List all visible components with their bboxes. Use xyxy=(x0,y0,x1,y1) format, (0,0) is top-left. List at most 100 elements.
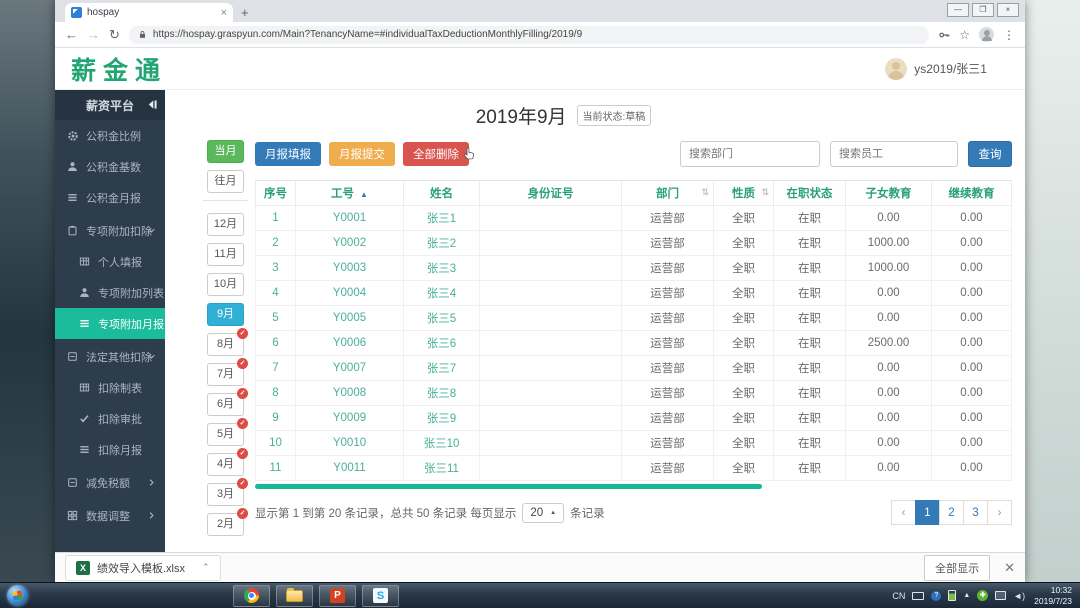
month-button-3月[interactable]: 3月 ✓ xyxy=(207,478,248,506)
window-close-button[interactable]: × xyxy=(997,3,1019,17)
month-button-4月[interactable]: 4月 ✓ xyxy=(207,448,248,476)
help-tray-icon[interactable]: ? xyxy=(931,590,942,601)
sidebar-item-扣除制表[interactable]: 扣除制表 xyxy=(55,372,165,403)
past-month-button[interactable]: 往月 xyxy=(207,170,244,193)
start-button[interactable] xyxy=(7,585,28,606)
action-button-全部删除[interactable]: 全部删除 xyxy=(403,142,469,166)
show-all-downloads-button[interactable]: 全部显示 xyxy=(924,554,991,581)
table-row[interactable]: 4 Y0004 张三4 运营部 全职 在职 0.00 0.00 xyxy=(255,280,1012,306)
sidebar-item-专项附加月报[interactable]: 专项附加月报 xyxy=(55,308,165,339)
sidebar-collapse-icon[interactable] xyxy=(146,98,159,111)
pager-prev[interactable]: ‹ xyxy=(891,500,916,525)
taskbar-chrome-button[interactable] xyxy=(233,584,270,607)
refresh-button[interactable]: ↻ xyxy=(109,26,120,42)
column-header-性质[interactable]: 性质 ⇅ xyxy=(713,180,774,206)
month-button-11月[interactable]: 11月 xyxy=(207,243,244,266)
pager-page-1[interactable]: 1 xyxy=(915,500,940,525)
month-button-2月[interactable]: 2月 ✓ xyxy=(207,508,248,536)
table-row[interactable]: 9 Y0009 张三9 运营部 全职 在职 0.00 0.00 xyxy=(255,405,1012,431)
table-row[interactable]: 3 Y0003 张三3 运营部 全职 在职 1000.00 0.00 xyxy=(255,255,1012,281)
taskbar-clock[interactable]: 10:32 2019/7/23 xyxy=(1034,585,1072,606)
language-indicator[interactable]: CN xyxy=(892,590,906,601)
sidebar-item-扣除月报[interactable]: 扣除月报 xyxy=(55,434,165,465)
table-row[interactable]: 8 Y0008 张三8 运营部 全职 在职 0.00 0.00 xyxy=(255,380,1012,406)
window-restore-button[interactable]: ❐ xyxy=(972,3,994,17)
month-button-10月[interactable]: 10月 xyxy=(207,273,244,296)
browser-tab[interactable]: hospay × xyxy=(65,3,233,22)
cell: 张三2 xyxy=(403,230,480,256)
keyboard-icon[interactable] xyxy=(912,591,925,600)
key-icon[interactable] xyxy=(938,29,950,41)
cell xyxy=(479,430,622,456)
month-button-8月[interactable]: 8月 ✓ xyxy=(207,328,248,356)
pager-next[interactable]: › xyxy=(987,500,1012,525)
url-field[interactable]: https://hospay.graspyun.com/Main?Tenancy… xyxy=(128,25,930,44)
table-row[interactable]: 10 Y0010 张三10 运营部 全职 在职 0.00 0.00 xyxy=(255,430,1012,456)
chevron-up-icon[interactable]: ⌃ xyxy=(202,562,210,572)
column-header-姓名[interactable]: 姓名 xyxy=(403,180,480,206)
window-minimize-button[interactable]: — xyxy=(947,3,969,17)
horizontal-scrollbar[interactable] xyxy=(255,484,763,489)
taskbar-sogou-button[interactable]: S xyxy=(362,584,399,607)
table-row[interactable]: 2 Y0002 张三2 运营部 全职 在职 1000.00 0.00 xyxy=(255,230,1012,256)
sidebar-item-公积金基数[interactable]: 公积金基数 xyxy=(55,151,165,182)
table-row[interactable]: 5 Y0005 张三5 运营部 全职 在职 0.00 0.00 xyxy=(255,305,1012,331)
new-tab-button[interactable]: + xyxy=(241,5,249,20)
column-header-身份证号[interactable]: 身份证号 xyxy=(479,180,622,206)
antivirus-tray-icon[interactable]: ✚ xyxy=(977,590,989,601)
column-header-部门[interactable]: 部门 ⇅ xyxy=(621,180,714,206)
sidebar-item-个人填报[interactable]: 个人填报 xyxy=(55,246,165,277)
tray-expand-icon[interactable]: ▲ xyxy=(963,592,971,599)
sidebar-item-数据调整[interactable]: 数据调整 xyxy=(55,500,165,531)
month-button-5月[interactable]: 5月 ✓ xyxy=(207,418,248,446)
current-month-button[interactable]: 当月 xyxy=(207,140,244,163)
table-row[interactable]: 7 Y0007 张三7 运营部 全职 在职 0.00 0.00 xyxy=(255,355,1012,381)
month-button-9月[interactable]: 9月 xyxy=(207,303,244,326)
column-header-继续教育[interactable]: 继续教育 xyxy=(931,180,1012,206)
box-minus-icon xyxy=(67,477,79,488)
cell: Y0002 xyxy=(295,230,404,256)
network-icon[interactable] xyxy=(995,591,1007,600)
sidebar-item-专项附加列表[interactable]: 专项附加列表 xyxy=(55,277,165,308)
sidebar-item-公积金月报[interactable]: 公积金月报 xyxy=(55,182,165,213)
browser-menu-icon[interactable]: ⋮ xyxy=(1003,27,1015,42)
pager-page-3[interactable]: 3 xyxy=(963,500,988,525)
month-button-6月[interactable]: 6月 ✓ xyxy=(207,388,248,416)
column-header-在职状态[interactable]: 在职状态 xyxy=(773,180,846,206)
cell: 0.00 xyxy=(845,305,932,331)
download-item[interactable]: X 绩效导入模板.xlsx ⌃ xyxy=(65,554,221,581)
search-department-input[interactable] xyxy=(680,141,820,167)
taskbar-powerpoint-button[interactable]: P xyxy=(319,584,356,607)
column-header-子女教育[interactable]: 子女教育 xyxy=(845,180,932,206)
sidebar-item-扣除审批[interactable]: 扣除审批 xyxy=(55,403,165,434)
forward-button[interactable]: → xyxy=(87,27,100,42)
battery-icon[interactable] xyxy=(948,590,957,601)
browser-profile-avatar[interactable] xyxy=(979,27,994,42)
user-menu[interactable]: ys2019/张三1 xyxy=(885,57,987,80)
pager-page-2[interactable]: 2 xyxy=(939,500,964,525)
page-size-select[interactable]: 20 ▲ xyxy=(522,502,565,523)
table-row[interactable]: 11 Y0011 张三11 运营部 全职 在职 0.00 0.00 xyxy=(255,455,1012,481)
volume-icon[interactable]: ◄) xyxy=(1013,590,1026,601)
tab-close-icon[interactable]: × xyxy=(220,6,227,19)
month-button-12月[interactable]: 12月 xyxy=(207,213,244,236)
action-button-月报填报[interactable]: 月报填报 xyxy=(255,142,321,166)
sidebar-item-减免税额[interactable]: 减免税额 xyxy=(55,467,165,498)
sidebar-item-法定其他扣除[interactable]: 法定其他扣除 xyxy=(55,341,165,372)
folder-icon xyxy=(286,587,303,602)
bookmark-star-icon[interactable]: ☆ xyxy=(959,27,970,42)
box-minus-icon xyxy=(67,351,79,362)
taskbar-explorer-button[interactable] xyxy=(276,584,313,607)
table-row[interactable]: 6 Y0006 张三6 运营部 全职 在职 2500.00 0.00 xyxy=(255,330,1012,356)
column-header-序号[interactable]: 序号 xyxy=(255,180,296,206)
query-button[interactable]: 查询 xyxy=(968,141,1012,167)
month-button-7月[interactable]: 7月 ✓ xyxy=(207,358,248,386)
column-header-工号[interactable]: 工号 ▲ xyxy=(295,180,404,206)
back-button[interactable]: ← xyxy=(65,27,78,42)
sidebar-item-专项附加扣除[interactable]: 专项附加扣除 xyxy=(55,215,165,246)
table-row[interactable]: 1 Y0001 张三1 运营部 全职 在职 0.00 0.00 xyxy=(255,205,1012,231)
sidebar-item-公积金比例[interactable]: 公积金比例 xyxy=(55,120,165,151)
search-employee-input[interactable] xyxy=(830,141,958,167)
action-button-月报提交[interactable]: 月报提交 xyxy=(329,142,395,166)
download-bar-close-icon[interactable]: ✕ xyxy=(1004,559,1015,575)
